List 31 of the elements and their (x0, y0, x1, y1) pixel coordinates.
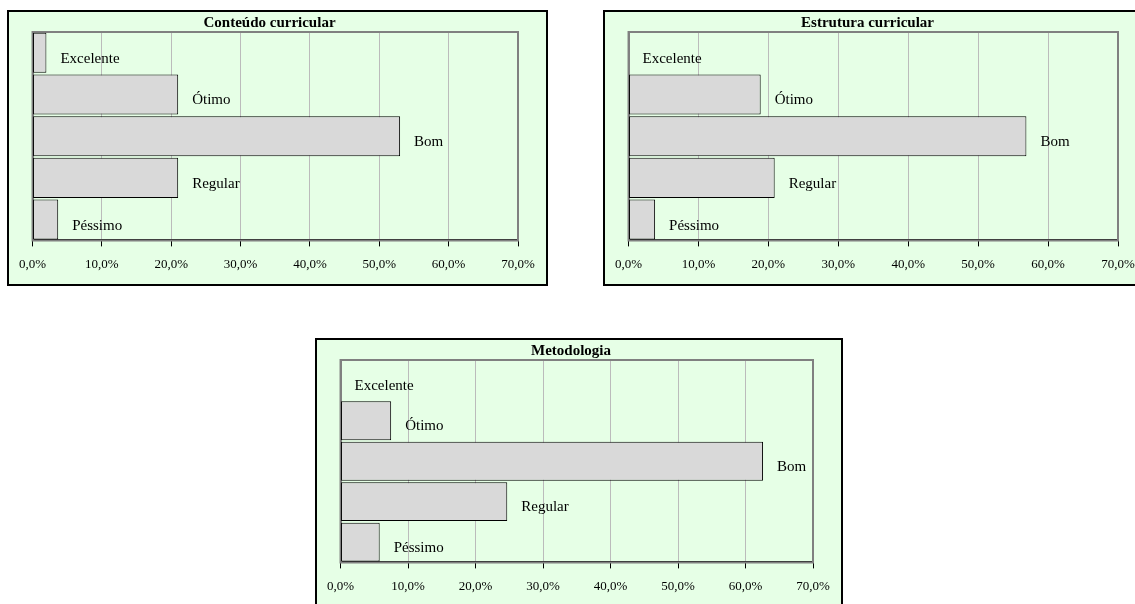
x-tick-label: 50,0% (362, 255, 397, 271)
x-tick-label: 40,0% (293, 255, 327, 271)
x-tick-label: 30,0% (526, 577, 560, 593)
category-label: Péssimo (72, 216, 123, 233)
x-tick-label: 70,0% (1101, 255, 1135, 271)
x-tick-label: 70,0% (796, 577, 830, 593)
x-tick-label: 40,0% (593, 577, 628, 593)
x-tick-label: 70,0% (501, 255, 535, 271)
chart-title: Estrutura curricular (801, 13, 935, 30)
category-label: Regular (192, 174, 240, 191)
x-tick-label: 60,0% (431, 255, 466, 271)
x-tick-label: 30,0% (821, 255, 856, 271)
x-tick-label: 40,0% (891, 255, 926, 271)
chart-title: Metodologia (531, 341, 612, 358)
x-tick-label: 20,0% (458, 577, 493, 593)
x-tick-label: 50,0% (661, 577, 695, 593)
x-tick-label: 60,0% (728, 577, 763, 593)
x-tick-label: 10,0% (681, 255, 716, 271)
x-tick-label: 0,0% (18, 255, 47, 271)
x-tick-label: 30,0% (223, 255, 258, 271)
x-tick-label: 20,0% (154, 255, 189, 271)
x-tick-label: 60,0% (1031, 255, 1066, 271)
x-tick-label: 20,0% (751, 255, 786, 271)
x-tick-label: 10,0% (85, 255, 119, 271)
category-label: Excelente (60, 49, 120, 66)
x-tick-label: 0,0% (614, 255, 643, 271)
x-tick-label: 50,0% (961, 255, 996, 271)
category-label: Ótimo (192, 91, 231, 108)
x-tick-label: 10,0% (391, 577, 425, 593)
chart-title: Conteúdo curricular (203, 13, 336, 30)
x-tick-label: 0,0% (326, 577, 355, 593)
